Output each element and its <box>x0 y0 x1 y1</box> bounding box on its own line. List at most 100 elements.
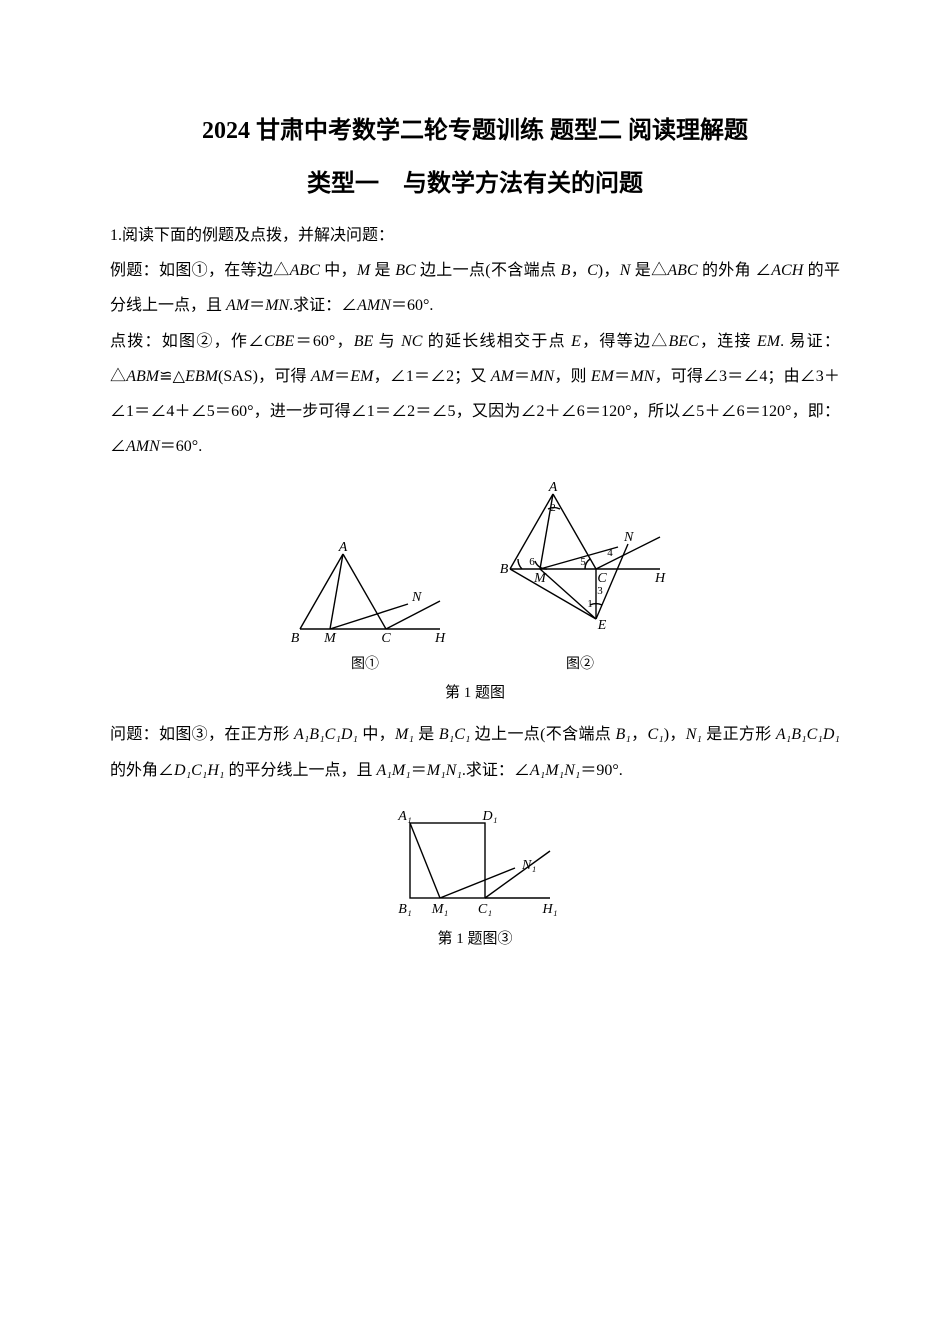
text: ＝60°. <box>160 438 202 455</box>
sym-am: AM <box>491 368 514 385</box>
figure-row: A B M C H N 图① <box>110 479 840 673</box>
text: ＝ <box>411 762 427 779</box>
sym-b1c1: B₁C₁ <box>439 726 471 743</box>
fig1-H: H <box>434 631 446 646</box>
sym-c1: C₁ <box>647 726 663 743</box>
sym-mn: MN <box>630 368 654 385</box>
sym-cbe: CBE <box>264 333 294 350</box>
text: 是正方形 <box>702 726 776 743</box>
sym-a1m1n1: A₁M₁N₁ <box>530 762 580 779</box>
text: 例题：如图①，在等边△ <box>110 262 290 279</box>
sym-am: AM <box>226 297 249 314</box>
sym-b1: B₁ <box>615 726 630 743</box>
text: 与 <box>373 333 401 350</box>
sym-c: C <box>587 262 598 279</box>
fig3-D1: D₁ <box>482 809 498 824</box>
fig3-caption: 第 1 题图③ <box>437 927 512 948</box>
sym-m1n1: M₁N₁ <box>427 762 462 779</box>
sym-mn: MN <box>265 297 289 314</box>
sym-ebm: EBM <box>185 368 218 385</box>
sym-a1b1c1d1: A₁B₁C₁D₁ <box>776 726 840 743</box>
sym-mn: MN <box>530 368 554 385</box>
fig3-B1: B₁ <box>398 902 411 917</box>
text: ≌△ <box>159 368 185 385</box>
sym-m: M <box>357 262 370 279</box>
sym-em: EM <box>350 368 373 385</box>
fig2-n1: 1 <box>587 598 593 610</box>
sym-nc: NC <box>401 333 422 350</box>
sym-d1c1h1: D₁C₁H₁ <box>174 762 224 779</box>
fig1-N: N <box>411 590 422 605</box>
text: ＝60°. <box>391 297 433 314</box>
fig1-B: B <box>291 631 300 646</box>
fig2-N: N <box>623 530 634 545</box>
text: ， <box>631 726 648 743</box>
fig3-M1: M₁ <box>431 902 449 917</box>
sym-abc: ABC <box>290 262 320 279</box>
fig2-H: H <box>654 571 666 586</box>
fig3-svg: A₁ D₁ B₁ M₁ C₁ H₁ N₁ <box>385 803 565 923</box>
text: ，则 <box>554 368 591 385</box>
sym-em: EM <box>591 368 614 385</box>
text: ＝ <box>249 297 265 314</box>
fig2-n2: 2 <box>550 502 556 514</box>
page: 2024 甘肃中考数学二轮专题训练 题型二 阅读理解题 类型一 与数学方法有关的… <box>0 0 950 1344</box>
text: 中， <box>358 726 395 743</box>
fig2-n6: 6 <box>529 556 535 568</box>
fig2-caption: 图② <box>566 653 594 673</box>
paragraph-example: 例题：如图①，在等边△ABC 中，M 是 BC 边上一点(不含端点 B，C)，N… <box>110 253 840 323</box>
sym-m1: M₁ <box>395 726 414 743</box>
text: 点拨：如图②，作∠ <box>110 333 264 350</box>
sym-em: EM <box>757 333 780 350</box>
sub-title: 类型一 与数学方法有关的问题 <box>110 163 840 198</box>
sym-am: AM <box>311 368 334 385</box>
text: 的外角 ∠ <box>698 262 772 279</box>
sym-a1b1c1d1: A₁B₁C₁D₁ <box>294 726 358 743</box>
fig2-svg: A B M C H N E 1 2 3 4 5 6 <box>490 479 670 649</box>
sym-abc: ABC <box>667 262 697 279</box>
text: ＝ <box>614 368 630 385</box>
fig2-B: B <box>500 562 509 577</box>
fig2-M: M <box>533 571 547 586</box>
text: 是△ <box>630 262 667 279</box>
text: .求证：∠ <box>289 297 357 314</box>
figure-2: A B M C H N E 1 2 3 4 5 6 图② <box>490 479 670 673</box>
fig2-n3: 3 <box>597 585 603 597</box>
fig-row-caption: 第 1 题图 <box>110 681 840 702</box>
text: 的平分线上一点，且 <box>224 762 376 779</box>
sym-be: BE <box>354 333 374 350</box>
text: .求证：∠ <box>462 762 530 779</box>
paragraph-intro: 1.阅读下面的例题及点拨，并解决问题： <box>110 218 840 253</box>
text: ，连接 <box>699 333 757 350</box>
fig2-A: A <box>548 480 558 495</box>
fig1-A: A <box>338 540 348 555</box>
figure-1: A B M C H N 图① <box>280 539 450 673</box>
paragraph-hint: 点拨：如图②，作∠CBE＝60°，BE 与 NC 的延长线相交于点 E，得等边△… <box>110 324 840 465</box>
sym-amn: AMN <box>126 438 160 455</box>
text: ，∠1＝∠2；又 <box>373 368 490 385</box>
text: ＝ <box>334 368 350 385</box>
fig1-svg: A B M C H N <box>280 539 450 649</box>
fig2-n4: 4 <box>607 547 613 559</box>
fig2-E: E <box>597 618 607 633</box>
text: ， <box>570 262 587 279</box>
fig1-M: M <box>323 631 337 646</box>
fig3-H1: H₁ <box>542 902 558 917</box>
figure-3-row: A₁ D₁ B₁ M₁ C₁ H₁ N₁ 第 1 题图③ <box>110 803 840 963</box>
sym-bc: BC <box>395 262 415 279</box>
fig3-C1: C₁ <box>478 902 492 917</box>
fig3-N1: N₁ <box>521 858 536 873</box>
text: 是 <box>370 262 395 279</box>
text: ＝90°. <box>580 762 622 779</box>
sym-n: N <box>620 262 631 279</box>
paragraph-problem: 问题：如图③，在正方形 A₁B₁C₁D₁ 中，M₁ 是 B₁C₁ 边上一点(不含… <box>110 717 840 787</box>
main-title: 2024 甘肃中考数学二轮专题训练 题型二 阅读理解题 <box>110 110 840 145</box>
text: 边上一点(不含端点 <box>470 726 615 743</box>
sym-bec: BEC <box>668 333 698 350</box>
text: )， <box>598 262 620 279</box>
fig2-n5: 5 <box>580 556 586 568</box>
text: 中， <box>320 262 357 279</box>
sym-a1m1: A₁M₁ <box>377 762 411 779</box>
text: 是 <box>414 726 439 743</box>
sym-ach: ACH <box>771 262 803 279</box>
